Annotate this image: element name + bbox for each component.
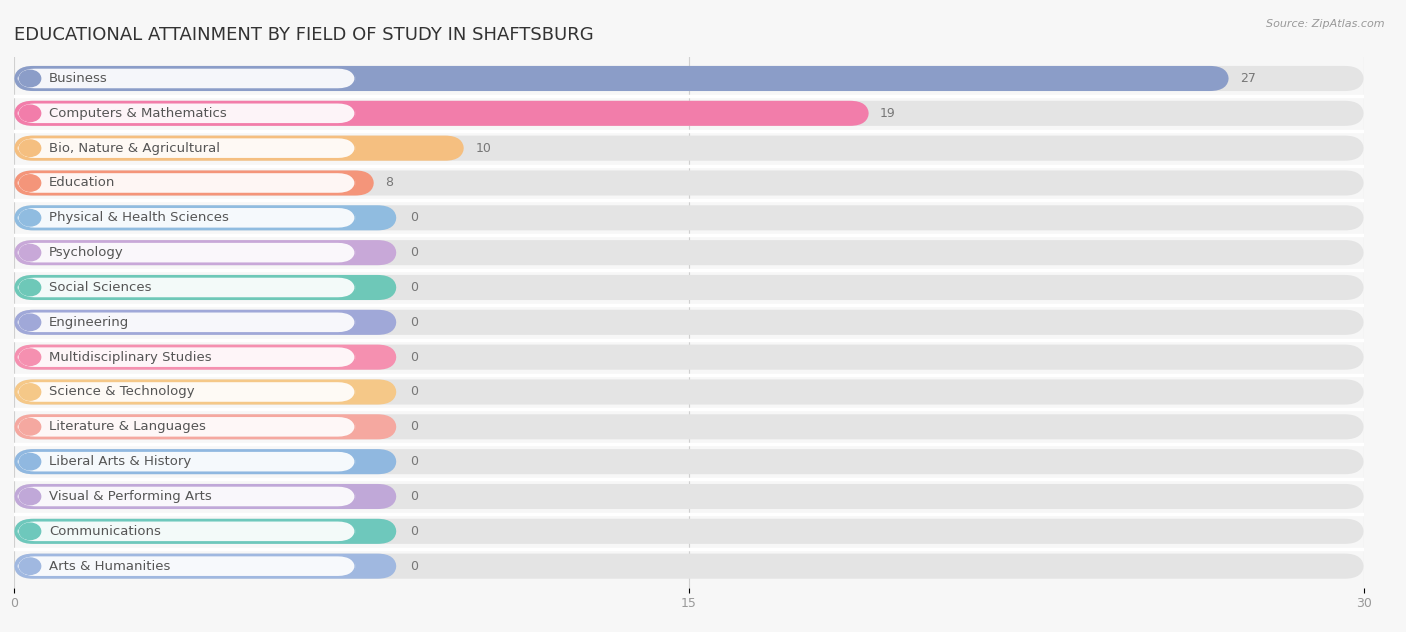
Text: 19: 19 — [880, 107, 896, 120]
Text: Arts & Humanities: Arts & Humanities — [49, 560, 170, 573]
Text: Education: Education — [49, 176, 115, 190]
Text: Source: ZipAtlas.com: Source: ZipAtlas.com — [1267, 19, 1385, 29]
FancyBboxPatch shape — [18, 452, 356, 471]
FancyBboxPatch shape — [18, 104, 356, 123]
Circle shape — [20, 523, 41, 540]
FancyBboxPatch shape — [14, 310, 396, 335]
Text: EDUCATIONAL ATTAINMENT BY FIELD OF STUDY IN SHAFTSBURG: EDUCATIONAL ATTAINMENT BY FIELD OF STUDY… — [14, 26, 593, 44]
FancyBboxPatch shape — [14, 66, 1229, 91]
FancyBboxPatch shape — [14, 240, 1364, 265]
FancyBboxPatch shape — [14, 344, 396, 370]
FancyBboxPatch shape — [14, 415, 396, 439]
FancyBboxPatch shape — [14, 100, 1364, 126]
Text: 0: 0 — [411, 246, 418, 259]
Text: Liberal Arts & History: Liberal Arts & History — [49, 455, 191, 468]
FancyBboxPatch shape — [18, 277, 356, 297]
FancyBboxPatch shape — [18, 313, 356, 332]
FancyBboxPatch shape — [14, 100, 869, 126]
Text: Bio, Nature & Agricultural: Bio, Nature & Agricultural — [49, 142, 219, 155]
Circle shape — [20, 70, 41, 87]
FancyBboxPatch shape — [14, 379, 396, 404]
FancyBboxPatch shape — [14, 519, 396, 544]
FancyBboxPatch shape — [14, 449, 396, 474]
FancyBboxPatch shape — [18, 69, 356, 88]
FancyBboxPatch shape — [18, 382, 356, 402]
Text: 0: 0 — [411, 316, 418, 329]
Circle shape — [20, 210, 41, 226]
FancyBboxPatch shape — [14, 205, 396, 230]
Text: Communications: Communications — [49, 525, 160, 538]
Text: 0: 0 — [411, 386, 418, 399]
Text: Business: Business — [49, 72, 107, 85]
Circle shape — [20, 418, 41, 435]
FancyBboxPatch shape — [14, 554, 1364, 579]
FancyBboxPatch shape — [14, 171, 374, 195]
Circle shape — [20, 349, 41, 365]
Text: Literature & Languages: Literature & Languages — [49, 420, 205, 434]
Circle shape — [20, 245, 41, 261]
Text: 0: 0 — [411, 490, 418, 503]
FancyBboxPatch shape — [14, 344, 1364, 370]
FancyBboxPatch shape — [14, 205, 1364, 230]
Text: 0: 0 — [411, 525, 418, 538]
FancyBboxPatch shape — [14, 379, 1364, 404]
Text: 27: 27 — [1240, 72, 1256, 85]
FancyBboxPatch shape — [14, 66, 1364, 91]
Text: 0: 0 — [411, 351, 418, 363]
FancyBboxPatch shape — [18, 173, 356, 193]
Text: 0: 0 — [411, 211, 418, 224]
FancyBboxPatch shape — [14, 415, 1364, 439]
FancyBboxPatch shape — [14, 171, 1364, 195]
FancyBboxPatch shape — [14, 519, 1364, 544]
Text: Computers & Mathematics: Computers & Mathematics — [49, 107, 226, 120]
FancyBboxPatch shape — [18, 208, 356, 228]
FancyBboxPatch shape — [14, 136, 464, 161]
Text: 10: 10 — [475, 142, 491, 155]
Text: Social Sciences: Social Sciences — [49, 281, 152, 294]
Circle shape — [20, 140, 41, 156]
FancyBboxPatch shape — [14, 310, 1364, 335]
FancyBboxPatch shape — [14, 240, 396, 265]
Text: Multidisciplinary Studies: Multidisciplinary Studies — [49, 351, 211, 363]
Text: Psychology: Psychology — [49, 246, 124, 259]
FancyBboxPatch shape — [18, 138, 356, 158]
FancyBboxPatch shape — [14, 554, 396, 579]
Circle shape — [20, 489, 41, 505]
Circle shape — [20, 279, 41, 296]
FancyBboxPatch shape — [18, 556, 356, 576]
Text: 0: 0 — [411, 281, 418, 294]
Circle shape — [20, 105, 41, 121]
FancyBboxPatch shape — [18, 348, 356, 367]
FancyBboxPatch shape — [14, 484, 1364, 509]
Circle shape — [20, 453, 41, 470]
FancyBboxPatch shape — [18, 487, 356, 506]
Circle shape — [20, 314, 41, 331]
Text: Physical & Health Sciences: Physical & Health Sciences — [49, 211, 229, 224]
Text: 0: 0 — [411, 455, 418, 468]
Text: 0: 0 — [411, 420, 418, 434]
Text: Engineering: Engineering — [49, 316, 129, 329]
Text: Visual & Performing Arts: Visual & Performing Arts — [49, 490, 211, 503]
Circle shape — [20, 384, 41, 400]
Circle shape — [20, 558, 41, 574]
FancyBboxPatch shape — [14, 136, 1364, 161]
Circle shape — [20, 175, 41, 191]
FancyBboxPatch shape — [14, 484, 396, 509]
FancyBboxPatch shape — [18, 243, 356, 262]
Text: 0: 0 — [411, 560, 418, 573]
Text: 8: 8 — [385, 176, 394, 190]
FancyBboxPatch shape — [14, 449, 1364, 474]
FancyBboxPatch shape — [14, 275, 396, 300]
FancyBboxPatch shape — [18, 417, 356, 437]
Text: Science & Technology: Science & Technology — [49, 386, 194, 399]
FancyBboxPatch shape — [14, 275, 1364, 300]
FancyBboxPatch shape — [18, 521, 356, 541]
